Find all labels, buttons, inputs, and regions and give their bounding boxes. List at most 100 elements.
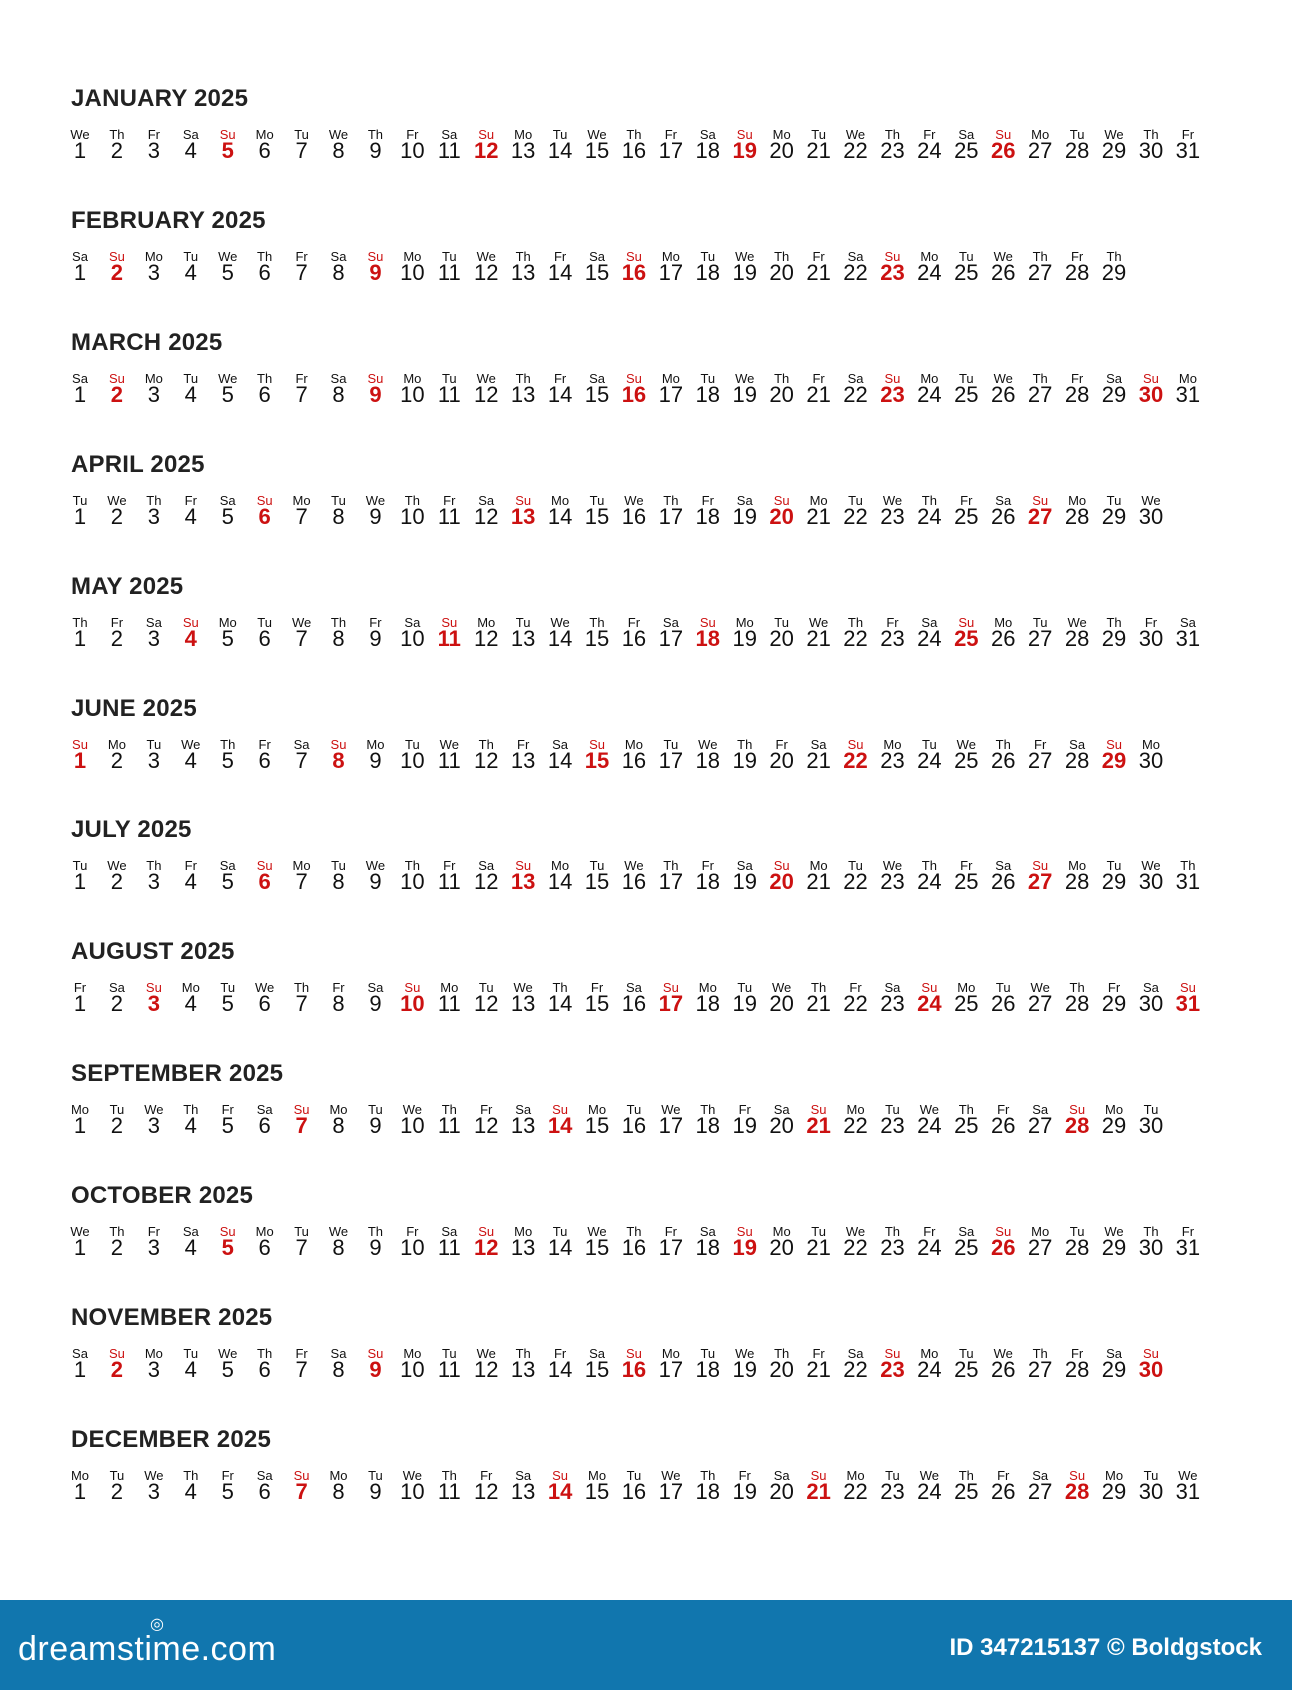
day-number: 7: [295, 1235, 308, 1261]
weekday-label: Sa: [182, 127, 199, 142]
weekday-label: Sa: [1179, 614, 1196, 630]
day-number: 15: [584, 381, 610, 407]
weekday-label: Sa: [958, 1224, 975, 1240]
month-title: JANUARY 2025: [71, 85, 249, 112]
day-number: 17: [658, 1357, 684, 1382]
weekday-label: Sa: [736, 858, 753, 874]
weekday-label: We: [624, 858, 644, 874]
day-number: 7: [295, 503, 308, 529]
weekday-label: Mo: [587, 1467, 607, 1483]
day-number: 5: [221, 138, 234, 163]
day-number: 31: [1175, 1235, 1201, 1261]
weekday-label: Th: [367, 1224, 384, 1240]
weekday-label: We: [70, 127, 90, 142]
day-number: 14: [547, 625, 573, 651]
day-number: 6: [258, 503, 271, 529]
day-number: 7: [295, 1357, 308, 1382]
day-number: 16: [621, 1478, 647, 1504]
weekday-label: Su: [515, 492, 532, 508]
weekday-label: We: [735, 248, 755, 264]
day-number: 11: [437, 259, 461, 285]
weekday-label: Th: [958, 1102, 974, 1118]
day-number: 28: [1064, 259, 1090, 285]
day-number: 25: [954, 1478, 979, 1504]
weekday-label: Th: [109, 127, 125, 142]
day-number: 15: [584, 991, 610, 1017]
day-number: 10: [400, 869, 425, 895]
weekday-label: Su: [72, 736, 88, 752]
day-number: 22: [843, 503, 868, 529]
day-number: 26: [991, 991, 1016, 1017]
weekday-label: Fr: [295, 1346, 308, 1361]
day-number: 14: [547, 1113, 573, 1139]
day-number: 20: [769, 991, 794, 1017]
day-number: 24: [917, 381, 942, 407]
weekday-label: We: [107, 492, 127, 508]
weekday-label: Tu: [848, 858, 863, 874]
day-number: 8: [332, 503, 345, 529]
weekday-label: Sa: [884, 980, 901, 996]
weekday-label: We: [70, 1224, 90, 1240]
day-number: 25: [954, 381, 979, 407]
day-number: 8: [332, 747, 345, 773]
day-number: 28: [1064, 625, 1090, 651]
day-number: 25: [954, 625, 979, 651]
day-number: 24: [917, 138, 942, 163]
day-number: 13: [510, 625, 536, 651]
day-number: 18: [695, 1478, 721, 1504]
weekday-label: Tu: [958, 370, 974, 386]
weekday-label: Su: [958, 614, 975, 630]
weekday-label: Tu: [552, 127, 568, 142]
day-number: 5: [221, 503, 234, 529]
day-number: 19: [732, 1357, 757, 1382]
day-number: 12: [473, 747, 499, 773]
day-number: 22: [843, 747, 868, 773]
day-number: 28: [1064, 991, 1090, 1017]
day-number: 2: [110, 1235, 124, 1261]
weekday-label: Su: [404, 980, 421, 996]
weekday-label: Th: [404, 858, 420, 874]
weekday-label: Fr: [775, 736, 788, 752]
weekday-label: Th: [921, 858, 937, 874]
day-number: 13: [510, 138, 536, 163]
day-number: 12: [473, 625, 499, 651]
day-number: 25: [954, 1357, 979, 1382]
day-number: 15: [584, 138, 610, 163]
weekday-label: Mo: [1105, 1467, 1124, 1483]
weekday-label: Fr: [738, 1467, 751, 1483]
day-number: 8: [332, 1113, 345, 1139]
day-number: 18: [695, 869, 721, 895]
day-number: 2: [110, 381, 124, 407]
day-number: 15: [584, 1235, 610, 1261]
weekday-label: Th: [995, 736, 1011, 752]
weekday-label: Fr: [923, 1224, 936, 1240]
weekday-label: Th: [183, 1467, 199, 1483]
weekday-label: Th: [921, 492, 937, 508]
weekday-label: Th: [72, 614, 88, 630]
weekday-label: We: [218, 1346, 238, 1361]
weekday-label: We: [993, 1346, 1013, 1361]
day-number: 27: [1027, 625, 1053, 651]
weekday-label: We: [882, 858, 903, 874]
weekday-label: Sa: [72, 248, 88, 264]
day-number: 14: [547, 259, 573, 285]
month-march: MARCH 2025 Sa 1 Su 2 Mo 3 Tu 4 We 5 Th 6 Fr 7 Sa 8 Su 9 Mo 1…: [0, 329, 1292, 453]
weekday-label: Th: [1143, 1224, 1159, 1240]
weekday-label: We: [402, 1102, 422, 1118]
weekday-label: Sa: [921, 614, 938, 630]
weekday-label: Tu: [183, 370, 199, 386]
day-number: 7: [295, 1113, 308, 1139]
day-number: 8: [332, 1357, 345, 1382]
weekday-label: We: [956, 736, 976, 752]
day-number: 18: [695, 991, 721, 1017]
weekday-label: Mo: [144, 1346, 163, 1361]
weekday-label: Fr: [258, 736, 271, 752]
day-number: 13: [510, 1113, 536, 1139]
weekday-label: Fr: [960, 858, 973, 874]
day-number: 19: [732, 869, 757, 895]
day-number: 1: [73, 1113, 87, 1139]
weekday-label: We: [291, 614, 312, 630]
weekday-label: Tu: [220, 980, 236, 996]
day-number: 24: [917, 1478, 942, 1504]
weekday-label: We: [845, 1224, 866, 1240]
